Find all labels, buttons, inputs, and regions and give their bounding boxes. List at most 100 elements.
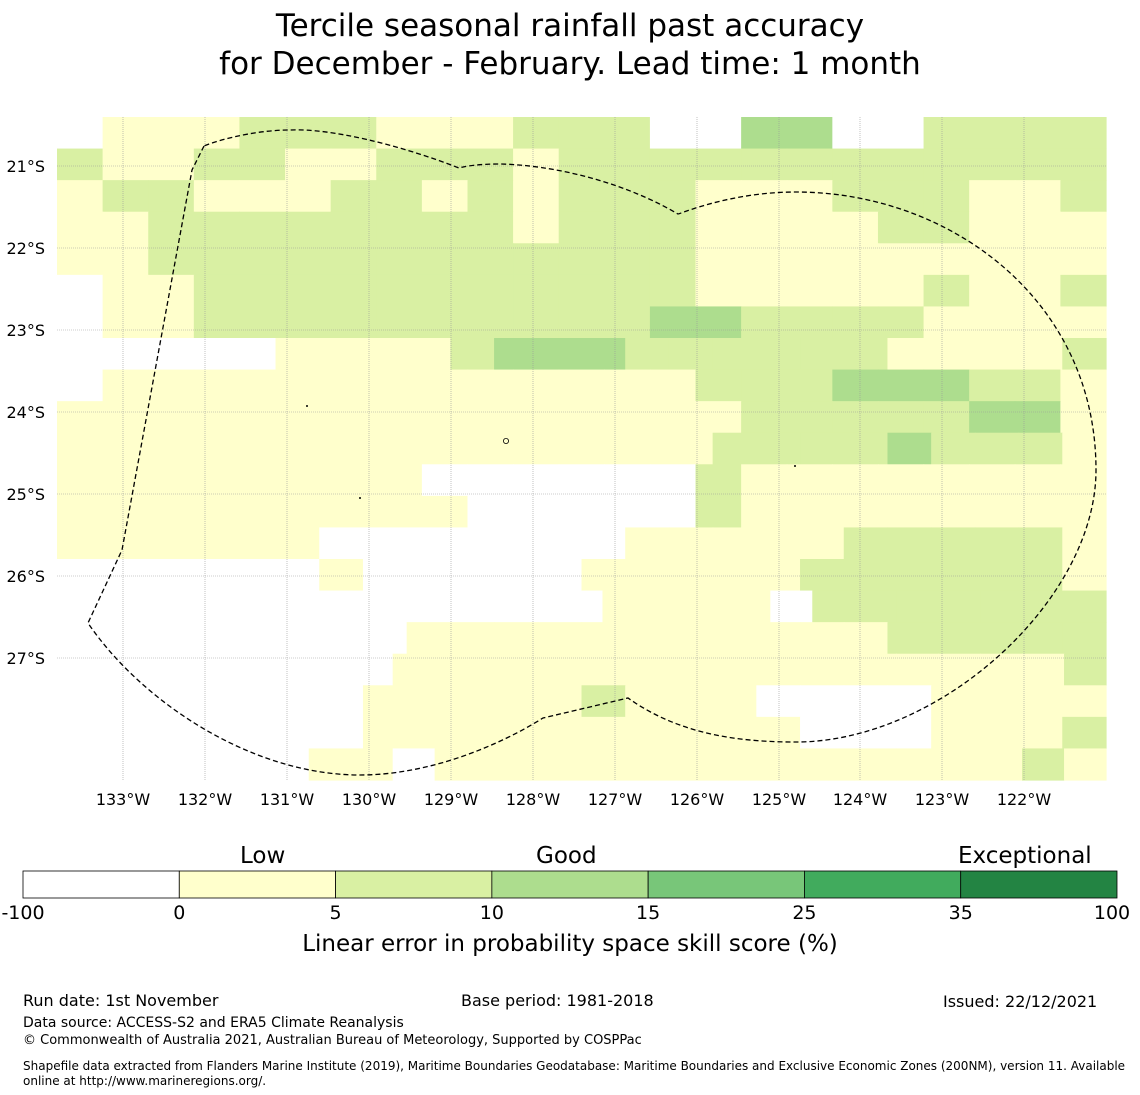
skill-cell (649, 243, 697, 276)
skill-cell (1022, 590, 1065, 623)
skill-cell (560, 653, 604, 686)
skill-cell (376, 148, 423, 181)
skill-cell (604, 148, 651, 181)
skill-cell (974, 622, 1020, 655)
longitude-label: 125°W (752, 790, 807, 809)
skill-cell (712, 338, 757, 371)
skill-cell (308, 590, 352, 623)
skill-cell (649, 211, 697, 244)
skill-cell (786, 148, 833, 181)
skill-cell (266, 653, 310, 686)
skill-cell (362, 432, 408, 465)
skill-cell (434, 653, 478, 686)
skill-cell (923, 495, 970, 529)
skill-cell (308, 653, 352, 686)
skill-cell (144, 559, 189, 592)
skill-cell (668, 559, 714, 592)
skill-cell (330, 306, 377, 339)
skill-cell (421, 495, 469, 529)
skill-cell (786, 117, 833, 150)
skill-cell (800, 622, 845, 655)
longitude-label: 131°W (260, 790, 315, 809)
skill-cell (974, 716, 1020, 750)
skill-cell (57, 180, 104, 213)
colorbar-category-good: Good (536, 843, 597, 869)
skill-cell (144, 432, 189, 465)
skill-cell (140, 653, 184, 686)
colorbar-tick-label: 5 (329, 902, 342, 924)
skill-cell (832, 464, 879, 497)
skill-cell (1014, 464, 1061, 497)
skill-cell (239, 274, 286, 308)
skill-cell (1014, 306, 1061, 339)
skill-cell (1018, 622, 1063, 655)
skill-cell (350, 590, 394, 623)
skill-cell (644, 590, 687, 623)
skill-cell (741, 495, 788, 529)
skill-cell (695, 243, 742, 276)
skill-cell (421, 306, 469, 339)
skill-cell (330, 180, 377, 213)
skill-cell (923, 148, 970, 181)
skill-cell (537, 685, 583, 718)
skill-cell (188, 622, 233, 655)
skill-cell (969, 211, 1016, 244)
skill-cell (668, 338, 714, 371)
colorbar-tick-label: 25 (792, 902, 817, 924)
skill-cell (604, 401, 651, 434)
skill-cell (741, 369, 788, 402)
skill-cell (695, 274, 742, 308)
skill-cell (513, 274, 560, 308)
skill-cell (193, 464, 241, 497)
skill-cell (421, 243, 469, 276)
skill-cell (188, 527, 233, 560)
skill-cell (712, 559, 757, 592)
skill-cell (537, 432, 583, 465)
skill-cell (625, 432, 670, 465)
skill-cell (330, 117, 377, 150)
skill-cell (319, 432, 364, 465)
colorbar-segment (804, 870, 962, 899)
skill-cell (974, 527, 1020, 560)
skill-cell (843, 716, 889, 750)
skill-cell (285, 464, 332, 497)
skill-cell (756, 338, 801, 371)
skill-cell (877, 464, 925, 497)
skill-cell (969, 180, 1016, 213)
longitude-labels: 133°W 132°W 131°W 130°W 129°W 128°W 127°W 126°W… (96, 790, 1052, 809)
skill-cell (239, 117, 286, 150)
skill-cell (148, 117, 195, 150)
skill-cell (275, 622, 320, 655)
skill-cell (406, 338, 451, 371)
skill-cell (494, 559, 539, 592)
skill-cell (712, 432, 757, 465)
skill-cell (392, 590, 436, 623)
map-title-line-2: for December - February. Lead time: 1 mo… (219, 46, 921, 82)
skill-cell (1014, 401, 1061, 434)
skill-cell (57, 653, 100, 686)
skill-cell (887, 338, 932, 371)
skill-cell (896, 653, 939, 686)
skill-cell (57, 527, 102, 560)
skill-cell (832, 243, 879, 276)
skill-cell (923, 401, 970, 434)
skill-cell (467, 148, 514, 181)
skill-cell (193, 148, 241, 181)
skill-cell (800, 432, 845, 465)
skill-cell (362, 716, 408, 750)
skill-cell (644, 653, 687, 686)
skill-cell (1060, 211, 1107, 244)
skill-cell (887, 716, 932, 750)
skill-cell (239, 401, 286, 434)
skill-cell (467, 243, 514, 276)
skill-cell (756, 685, 801, 718)
skill-cell (741, 464, 788, 497)
skill-cell (923, 369, 970, 402)
skill-cell (602, 748, 646, 781)
skill-cell (741, 243, 788, 276)
skill-cell (969, 274, 1016, 308)
skill-cell (330, 495, 377, 529)
skill-cell (182, 590, 226, 623)
skill-cell (695, 306, 742, 339)
skill-cell (57, 243, 104, 276)
